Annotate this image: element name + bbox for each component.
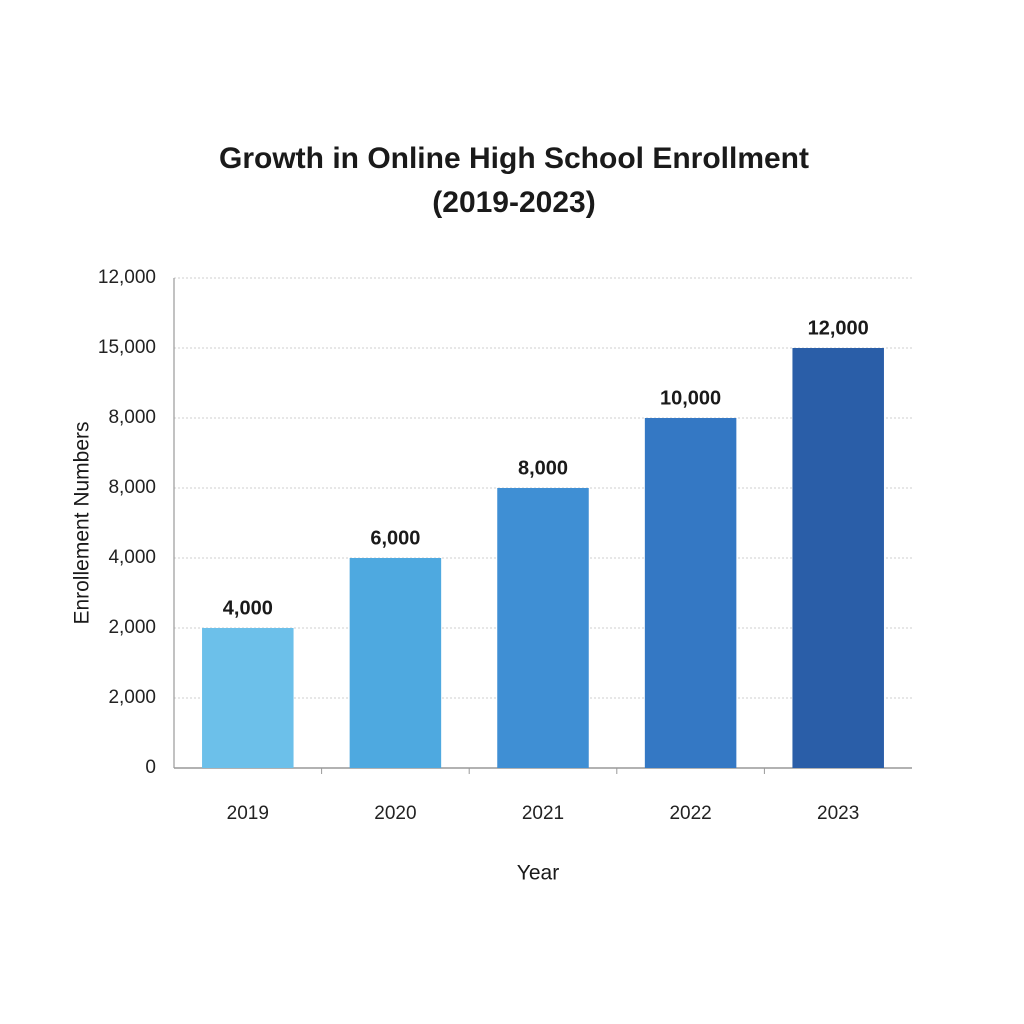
bar	[202, 628, 294, 768]
value-label: 10,000	[660, 387, 721, 409]
value-label: 4,000	[223, 597, 273, 619]
bar	[497, 488, 589, 768]
y-tick-label: 12,000	[98, 267, 156, 288]
chart-title: (2019-2023)	[432, 186, 595, 219]
chart-title: Growth in Online High School Enrollment	[219, 142, 809, 175]
x-tick-label: 2022	[669, 803, 711, 824]
y-tick-label: 0	[145, 757, 156, 778]
x-tick-label: 2021	[522, 803, 564, 824]
y-tick-label: 2,000	[108, 617, 156, 638]
x-tick-label: 2019	[227, 803, 269, 824]
bar	[349, 558, 442, 768]
y-tick-label: 15,000	[98, 337, 156, 358]
x-tick-label: 2020	[374, 803, 416, 824]
y-tick-label: 4,000	[108, 547, 156, 568]
y-axis-label: Enrollement Numbers	[71, 421, 94, 624]
value-label: 12,000	[808, 317, 869, 339]
x-axis-label: Year	[517, 862, 559, 885]
y-tick-label: 8,000	[108, 477, 156, 498]
y-tick-label: 8,000	[108, 407, 156, 428]
y-tick-label: 2,000	[108, 687, 156, 708]
bar	[792, 348, 884, 768]
value-label: 6,000	[370, 527, 420, 549]
value-label: 8,000	[518, 457, 568, 479]
bar	[644, 418, 737, 768]
x-tick-label: 2023	[817, 803, 859, 824]
